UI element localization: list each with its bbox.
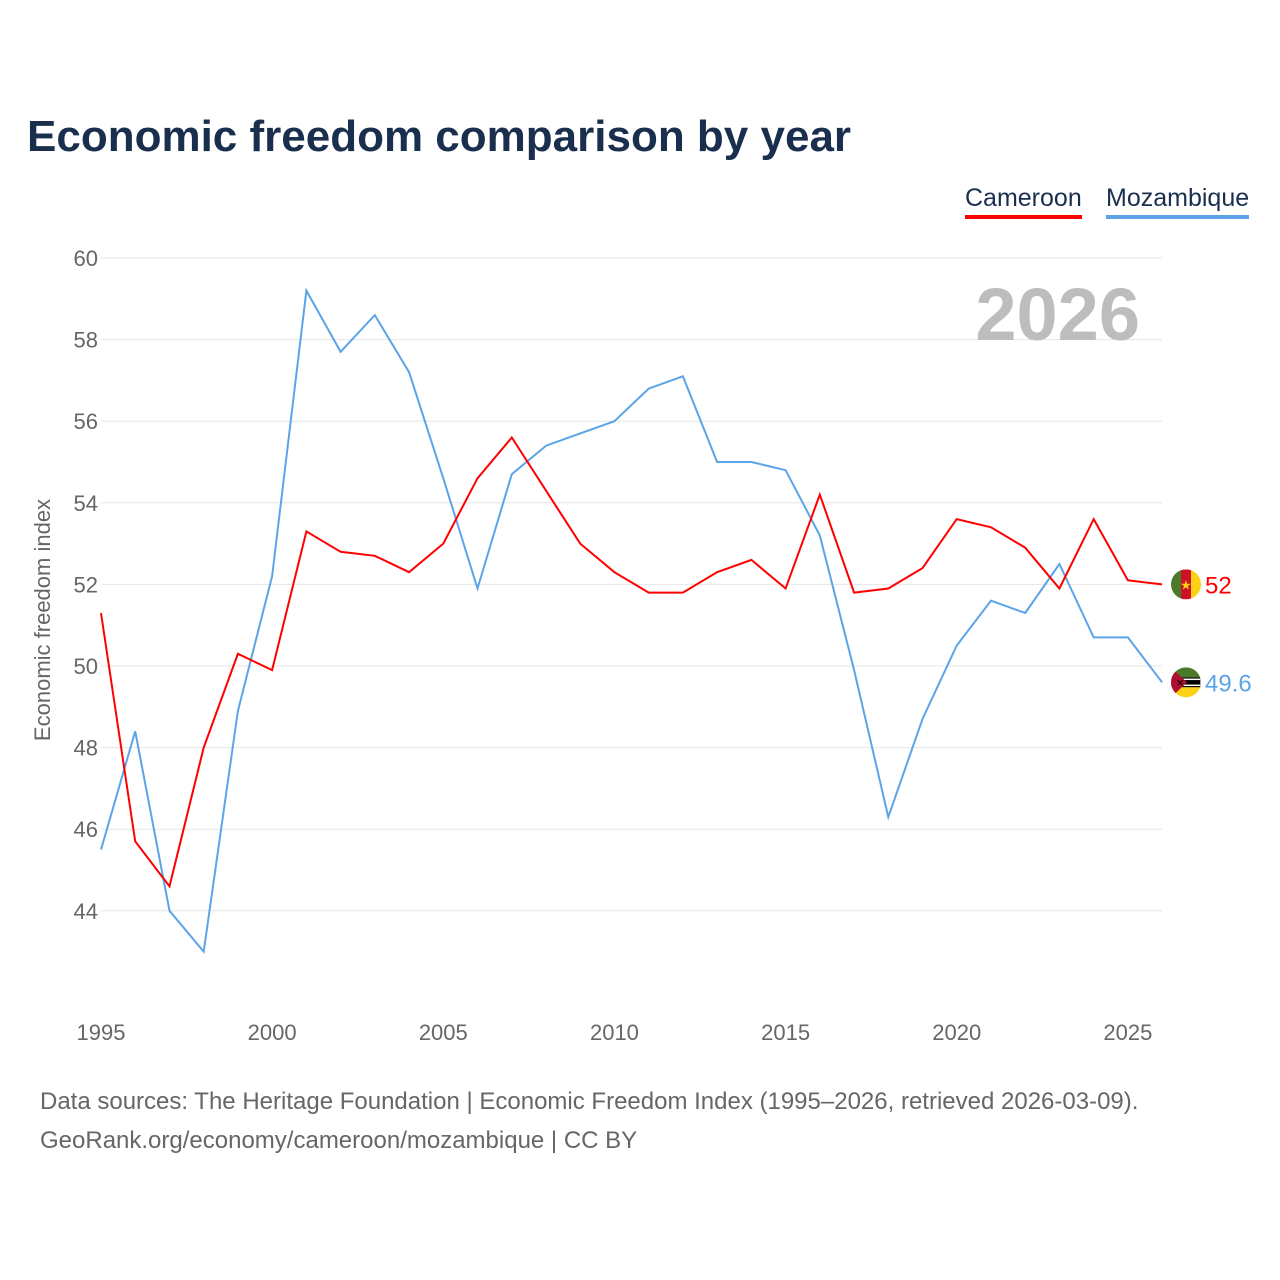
series-line-cameroon xyxy=(100,435,1163,889)
x-tick-label: 2005 xyxy=(419,1020,468,1045)
x-tick-label: 2000 xyxy=(248,1020,297,1045)
mozambique-flag-icon: ✕ xyxy=(1171,667,1201,698)
y-tick-label: 58 xyxy=(74,328,98,353)
x-tick-label: 1995 xyxy=(77,1020,126,1045)
chart-title: Economic freedom comparison by year xyxy=(27,112,852,161)
footer-url: GeoRank.org/economy/cameroon/mozambique … xyxy=(40,1127,638,1154)
svg-text:✕: ✕ xyxy=(1176,678,1184,689)
end-label-cameroon: 52 xyxy=(1205,572,1232,599)
y-tick-label: 56 xyxy=(74,409,98,434)
y-tick-label: 50 xyxy=(74,654,98,679)
y-tick-label: 44 xyxy=(74,899,98,924)
year-watermark: 2026 xyxy=(975,273,1140,356)
y-tick-label: 46 xyxy=(74,817,98,842)
y-tick-label: 48 xyxy=(74,736,98,761)
svg-text:★: ★ xyxy=(1180,577,1192,592)
x-tick-label: 2025 xyxy=(1103,1020,1152,1045)
legend-item-cameroon[interactable]: Cameroon xyxy=(965,184,1082,219)
y-tick-label: 60 xyxy=(74,246,98,271)
y-axis-label: Economic freedom index xyxy=(30,499,55,741)
y-tick-label: 54 xyxy=(74,491,98,516)
cameroon-flag-icon: ★ xyxy=(1171,569,1201,600)
end-label-mozambique: 49.6 xyxy=(1205,670,1252,697)
legend-item-mozambique[interactable]: Mozambique xyxy=(1106,184,1250,219)
y-tick-label: 52 xyxy=(74,572,98,597)
series-line-mozambique xyxy=(100,287,1163,954)
x-tick-label: 2015 xyxy=(761,1020,810,1045)
x-tick-label: 2020 xyxy=(932,1020,981,1045)
x-tick-label: 2010 xyxy=(590,1020,639,1045)
footer-sources: Data sources: The Heritage Foundation | … xyxy=(40,1088,1139,1115)
